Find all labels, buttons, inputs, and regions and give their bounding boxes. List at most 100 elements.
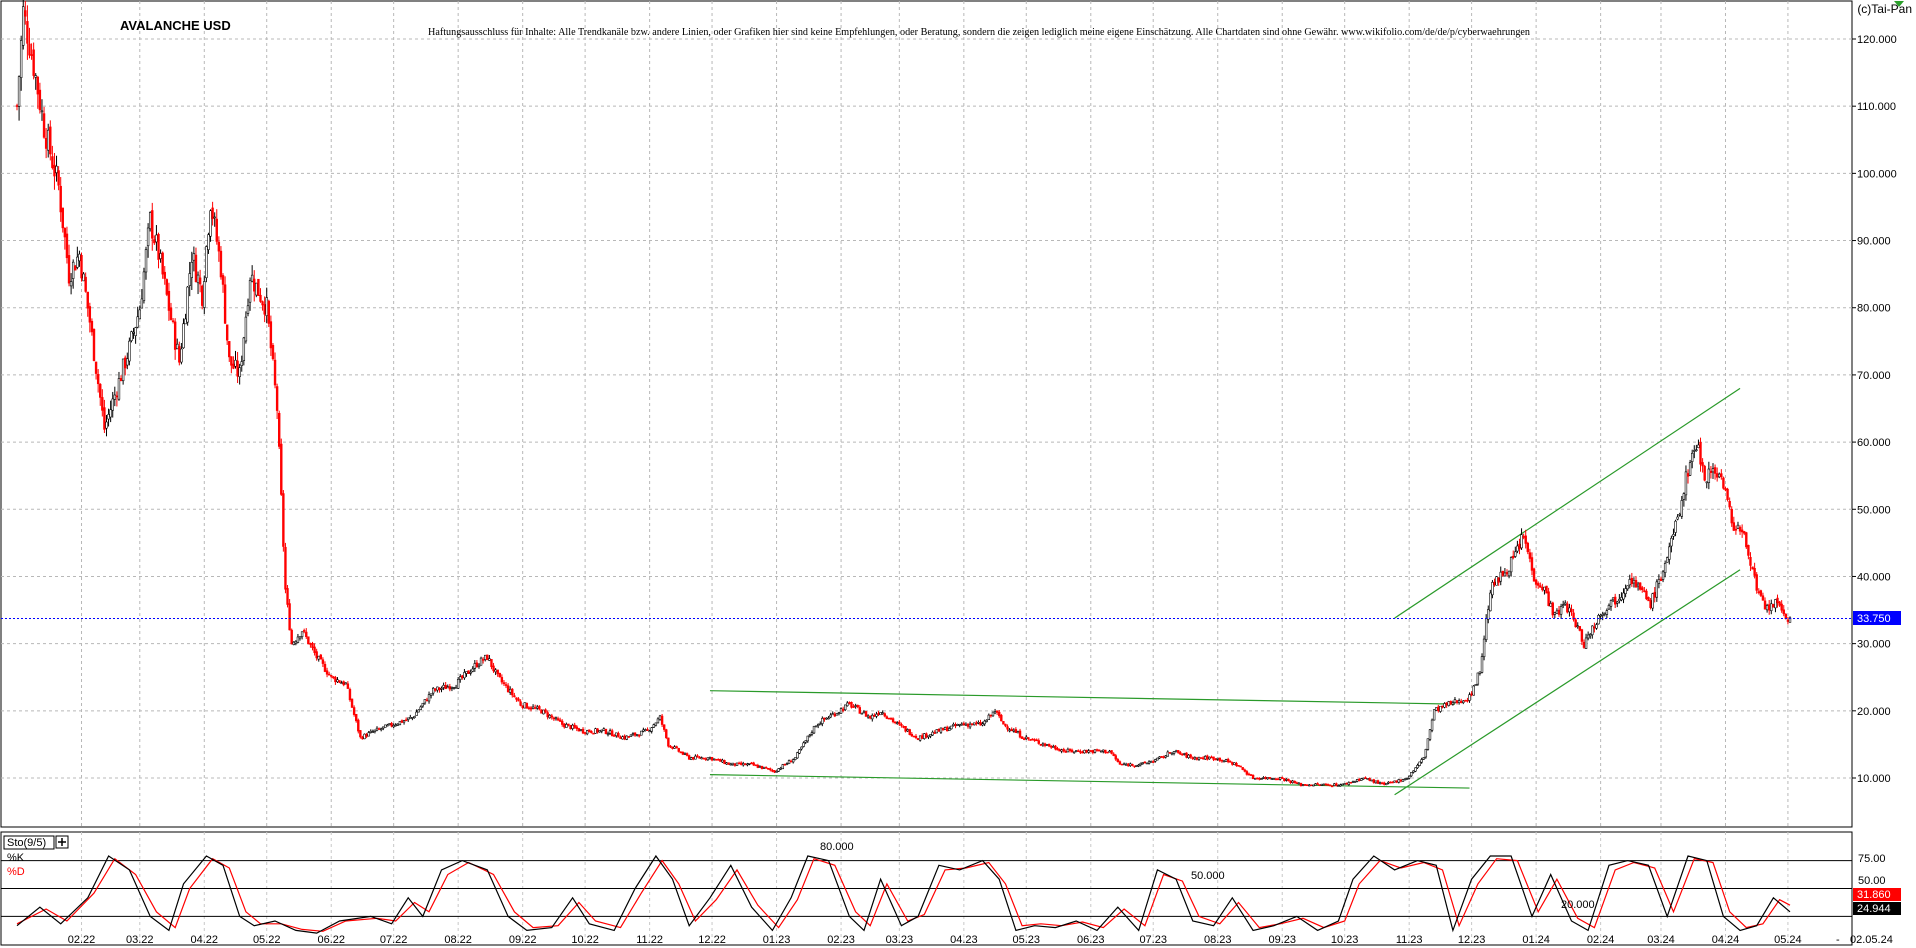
candle-body xyxy=(1605,610,1609,615)
candle-body xyxy=(286,588,289,605)
candle-body xyxy=(115,395,119,398)
candle-body xyxy=(1620,597,1623,601)
candle-body xyxy=(1002,721,1005,725)
candle-body xyxy=(253,278,256,292)
candle-body xyxy=(388,723,391,725)
candle-body xyxy=(1197,756,1201,760)
candle-body xyxy=(754,764,757,767)
candle-body xyxy=(450,686,454,689)
candle-body xyxy=(1638,582,1642,590)
candle-body xyxy=(444,684,447,690)
candle-body xyxy=(964,723,968,726)
candle-body xyxy=(369,730,372,733)
candle-body xyxy=(1751,566,1754,570)
candle-body xyxy=(810,732,814,735)
candle-body xyxy=(1366,778,1369,780)
candle-body xyxy=(1549,603,1552,607)
candle-body xyxy=(725,762,728,765)
candle-body xyxy=(1047,743,1051,747)
candle-body xyxy=(1112,753,1115,756)
candle-body xyxy=(1060,749,1063,752)
candle-body xyxy=(1025,736,1028,739)
candle-body xyxy=(662,724,666,730)
candle-body xyxy=(1576,625,1579,628)
candle-body xyxy=(1547,591,1550,607)
candle-body xyxy=(521,705,524,708)
x-tick-label: 01.24 xyxy=(1522,934,1550,946)
candle-body xyxy=(638,734,641,737)
candle-body xyxy=(769,768,772,771)
candle-body xyxy=(702,757,705,760)
candle-body xyxy=(259,294,262,302)
candle-body xyxy=(1239,765,1242,768)
candle-body xyxy=(937,728,941,732)
x-tick-label: 03.24 xyxy=(1647,934,1675,946)
x-tick-label: 02.24 xyxy=(1587,934,1615,946)
candle-body xyxy=(404,719,408,722)
d-value-label: 31.860 xyxy=(1857,889,1891,901)
candle-body xyxy=(379,728,383,731)
candle-body xyxy=(111,398,114,411)
level-label-80: 80.000 xyxy=(820,841,854,853)
candle-body xyxy=(627,736,631,738)
candle-body xyxy=(26,21,29,44)
candle-body xyxy=(74,265,77,271)
candle-body xyxy=(1253,777,1257,780)
candle-body xyxy=(1541,587,1544,591)
candle-body xyxy=(517,698,520,702)
candle-body xyxy=(313,646,316,653)
grid xyxy=(1,1,1852,945)
candle-body xyxy=(750,762,753,765)
candle-body xyxy=(47,129,50,151)
candle-body xyxy=(134,327,137,336)
candle-body xyxy=(1135,765,1138,767)
candle-body xyxy=(1199,757,1203,759)
candle-body xyxy=(1016,731,1020,734)
candle-body xyxy=(989,714,993,717)
candle-body xyxy=(157,233,160,260)
candle-body xyxy=(869,715,872,719)
candle-body xyxy=(571,724,574,729)
candle-body xyxy=(925,733,928,738)
candle-body xyxy=(148,212,152,230)
candle-body xyxy=(1728,500,1731,508)
candle-body xyxy=(918,735,922,741)
candle-body xyxy=(1045,744,1049,746)
copyright-label: (c)Tai-Pan xyxy=(1857,2,1912,16)
candle-body xyxy=(1641,587,1644,590)
candle-body xyxy=(656,718,660,724)
candle-body xyxy=(61,207,64,229)
candle-body xyxy=(504,684,508,686)
candle-body xyxy=(594,728,597,734)
candle-body xyxy=(1613,596,1617,605)
x-tick-label: 04.23 xyxy=(950,934,978,946)
indicator-legend-box[interactable] xyxy=(3,835,55,850)
candle-body xyxy=(563,723,566,728)
candle-body xyxy=(1745,532,1748,548)
candle-body xyxy=(802,742,805,747)
candle-body xyxy=(1763,600,1767,610)
candle-body xyxy=(103,407,106,430)
candle-body xyxy=(1616,601,1619,604)
candle-body xyxy=(625,735,628,740)
candle-body xyxy=(284,546,287,590)
candle-body xyxy=(1097,749,1101,752)
candle-body xyxy=(263,304,266,315)
candle-body xyxy=(1445,702,1448,706)
candle-body xyxy=(205,246,208,279)
candle-body xyxy=(773,770,776,773)
candle-body xyxy=(1599,614,1602,617)
candle-body xyxy=(923,733,926,740)
candle-body xyxy=(1316,783,1319,785)
candle-body xyxy=(615,732,618,737)
candle-body xyxy=(1087,750,1090,753)
candle-body xyxy=(1020,736,1024,739)
candle-body xyxy=(623,735,626,740)
candle-body xyxy=(760,765,764,769)
candle-body xyxy=(973,722,976,726)
candle-body xyxy=(1380,782,1384,785)
candle-body xyxy=(1487,609,1490,620)
candle-body xyxy=(1141,762,1145,764)
candle-body xyxy=(361,736,364,740)
candle-body xyxy=(1222,760,1226,763)
